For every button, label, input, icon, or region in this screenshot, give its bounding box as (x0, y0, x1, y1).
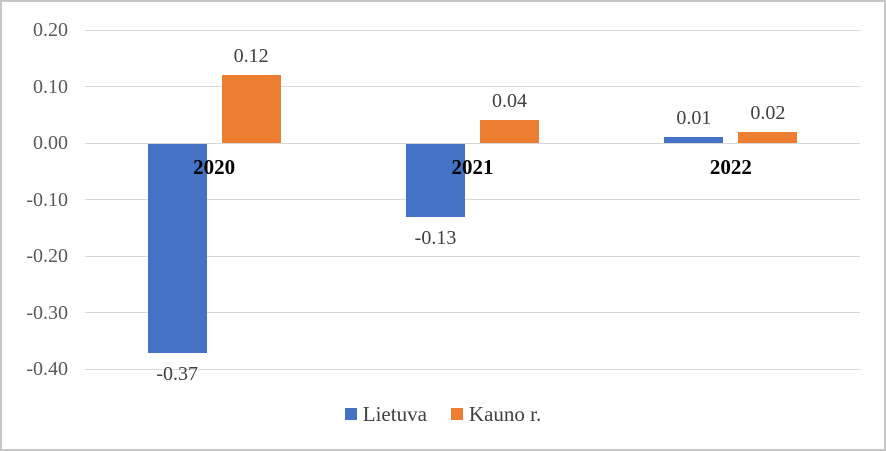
bar-kauno-r-2020 (221, 75, 281, 143)
legend-item-kauno-r: Kauno r. (450, 402, 542, 426)
bar-lietuva-2020 (147, 144, 207, 354)
y-tick-label: -0.10 (26, 188, 68, 211)
y-tick-label: -0.40 (26, 358, 68, 380)
y-tick-label: -0.20 (26, 245, 68, 267)
gridline (85, 86, 860, 87)
gridline (85, 199, 860, 200)
gridline (85, 312, 860, 313)
legend-swatch-icon-lietuva (344, 408, 357, 420)
y-tick-label: 0.00 (33, 132, 68, 154)
legend-item-lietuva: Lietuva (344, 402, 427, 426)
chart-legend: Lietuva Kauno r. (2, 400, 884, 428)
data-label-kauno-r-2020: 0.12 (233, 45, 269, 68)
category-label-2020: 2020 (193, 155, 236, 179)
gridline (85, 255, 860, 257)
y-tick-label: 0.20 (33, 19, 68, 41)
gridline (85, 142, 860, 144)
bar-lietuva-2022 (664, 137, 724, 143)
legend-swatch-icon-kauno-r (450, 408, 463, 420)
data-label-kauno-r-2022: 0.02 (750, 101, 786, 124)
y-tick-label: -0.30 (26, 301, 68, 324)
gridline (85, 368, 860, 370)
legend-label-kauno-r: Kauno r. (468, 402, 542, 426)
bar-kauno-r-2021 (480, 120, 539, 143)
data-label-lietuva-2022: 0.01 (676, 107, 712, 130)
bar-kauno-r-2022 (738, 131, 798, 143)
data-label-lietuva-2021: -0.13 (414, 227, 457, 250)
category-label-2021: 2021 (451, 155, 494, 179)
category-label-2022: 2022 (709, 155, 752, 179)
data-label-kauno-r-2021: 0.04 (492, 90, 527, 113)
data-label-lietuva-2020: -0.37 (156, 363, 198, 386)
legend-label-lietuva: Lietuva (362, 402, 427, 426)
bar-lietuva-2021 (406, 144, 465, 218)
y-tick-label: 0.10 (33, 75, 68, 98)
gridline (85, 29, 860, 31)
